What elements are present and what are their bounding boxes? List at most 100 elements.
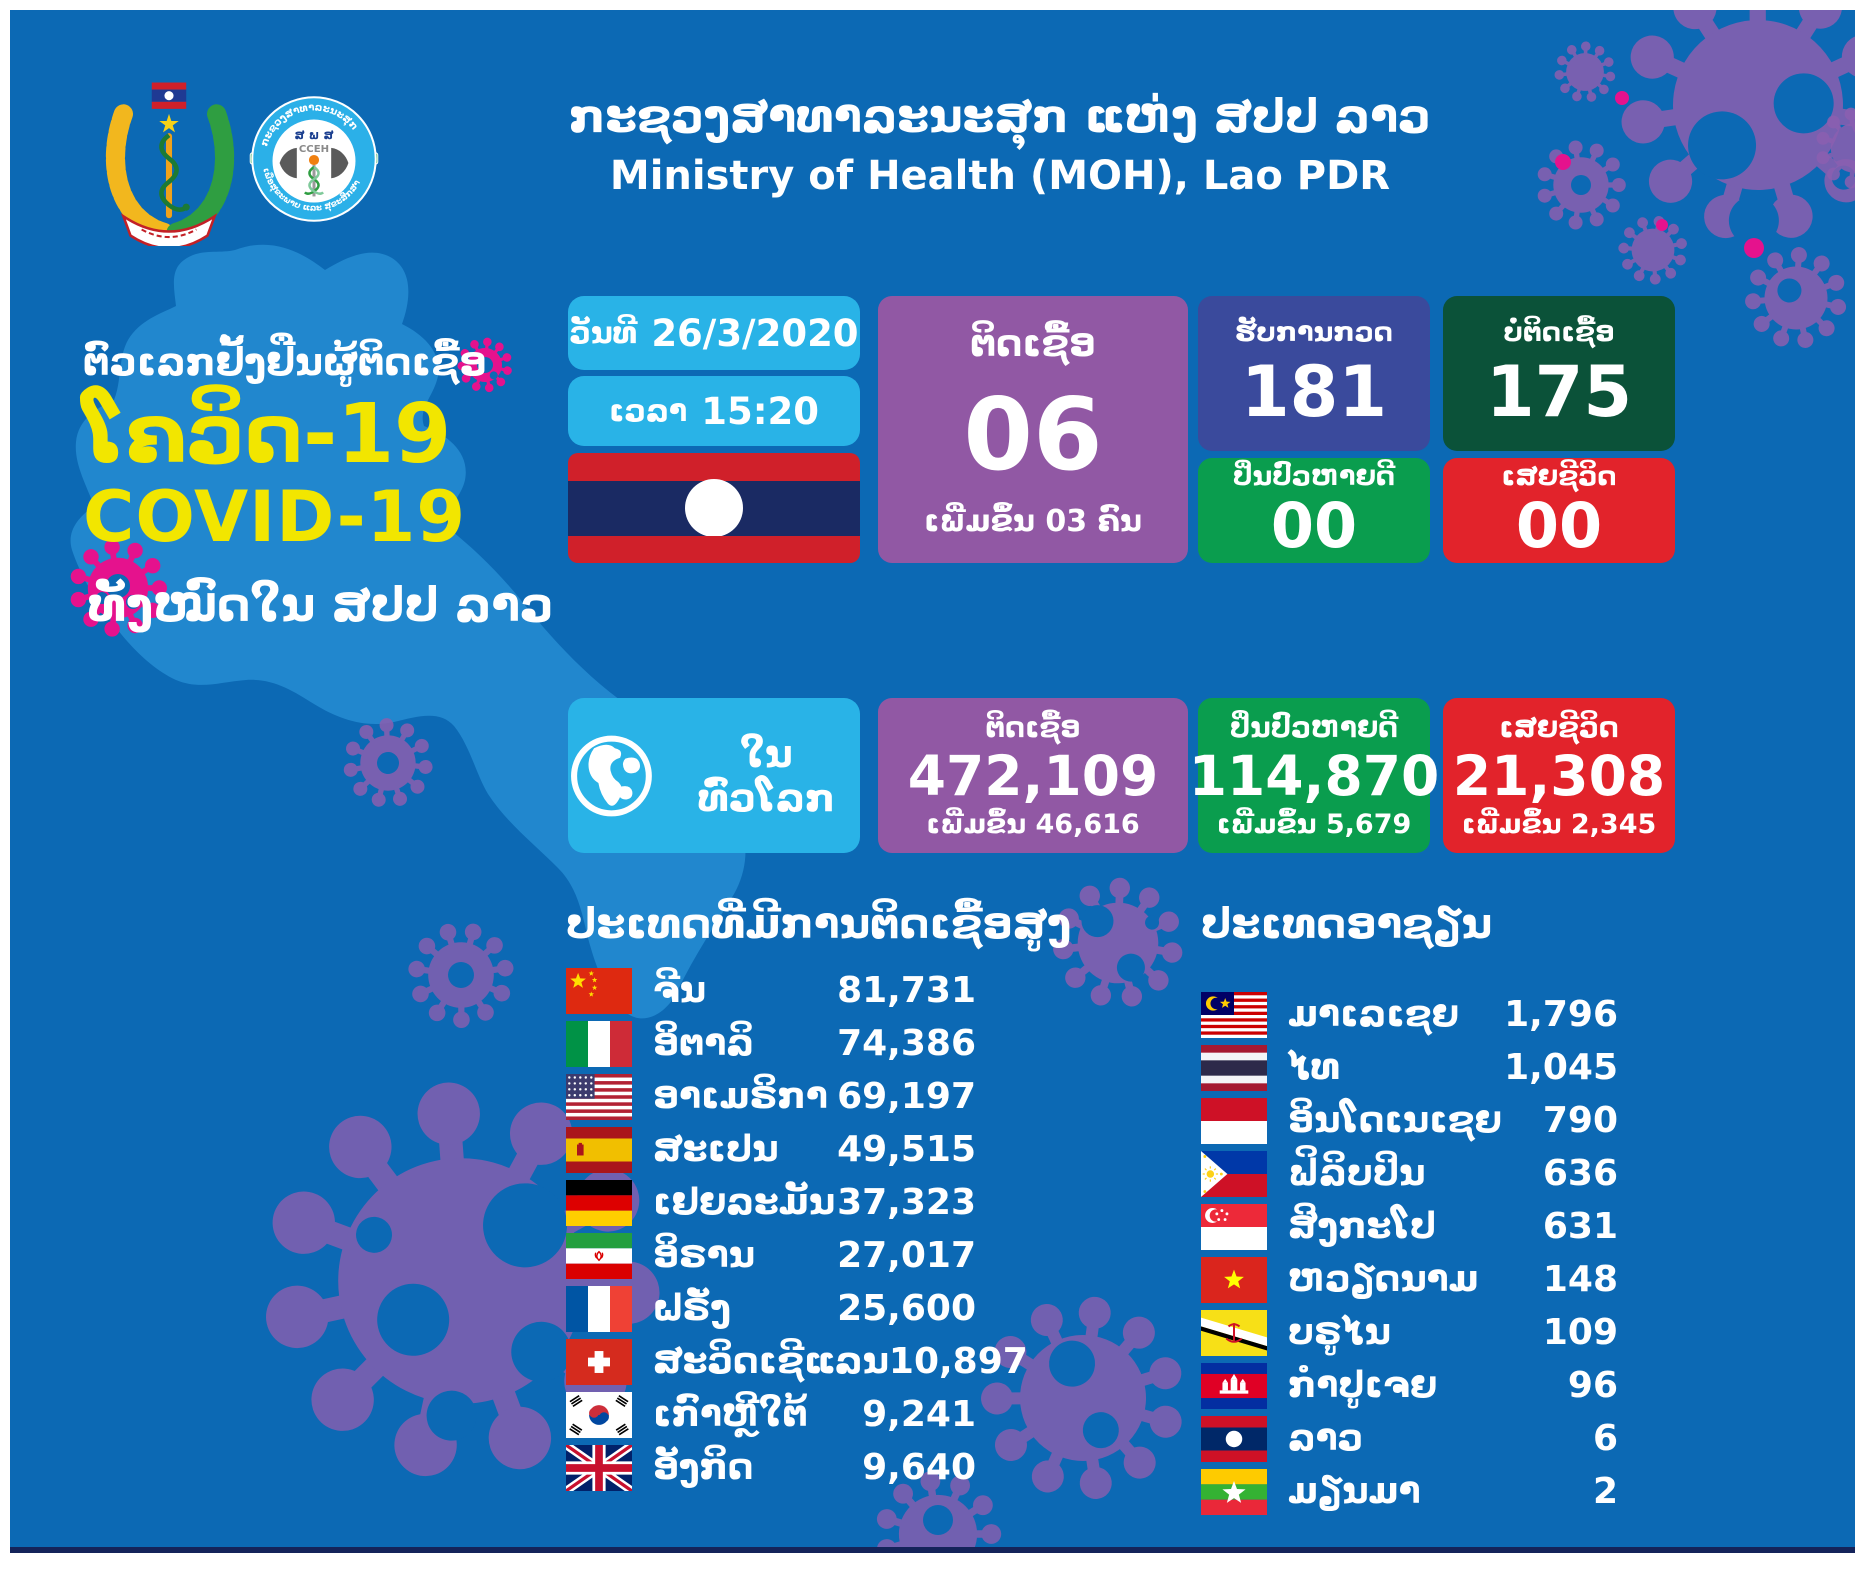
country-name: ໄທ	[1288, 1047, 1341, 1088]
deaths-box: ເສຍຊີວິດ 00	[1443, 458, 1675, 563]
country-row-vietnam: ຫວຽດນາມ 148	[1201, 1253, 1618, 1306]
time-value: 15:20	[701, 389, 819, 433]
country-cases: 37,323	[837, 1182, 976, 1223]
country-row-philippines: ຟິລິບປິນ 636	[1201, 1147, 1618, 1200]
country-name: ຫວຽດນາມ	[1288, 1259, 1479, 1300]
page-title-en: Ministry of Health (MOH), Lao PDR	[609, 152, 1391, 199]
country-row-china: ຈີນ 81,731	[566, 964, 976, 1017]
brunei-flag-icon	[1201, 1309, 1267, 1356]
world-deaths-change: ເພີ່ມຂຶ້ນ 2,345	[1461, 808, 1657, 840]
laos-flag-icon	[568, 453, 860, 563]
country-row-spain: ສະເປນ 49,515	[566, 1123, 976, 1176]
world-deaths-label: ເສຍຊີວິດ	[1499, 711, 1619, 745]
high-infection-list-title: ປະເທດທີ່ມີການຕິດເຊື້ອສູງ	[566, 899, 1072, 948]
worldwide-label-box: ໃນທົ່ວໂລກ	[568, 698, 860, 853]
country-name: ມາເລເຊຍ	[1288, 994, 1460, 1035]
asean-rows: ມາເລເຊຍ 1,796 ໄທ 1,045 ອິນໂດເນເຊຍ 790 ຟິ…	[1201, 988, 1618, 1518]
header-titles: ກະຊວງສາທາລະນະສຸກ ແຫ່ງ ສປປ ລາວ Ministry o…	[480, 88, 1520, 200]
worldwide-label: ໃນທົ່ວໂລກ	[697, 731, 835, 820]
country-name: ສະວິດເຊີແລນ	[653, 1341, 889, 1382]
high-infection-rows: ຈີນ 81,731 ອິຕາລິ 74,386 ອາເມຣິກາ 69,197…	[566, 964, 1028, 1494]
intro-line2: ທັງໝົດໃນ ສປປ ລາວ	[88, 578, 554, 633]
world-deaths-value: 21,308	[1452, 744, 1666, 809]
tested-label: ຮັບການກວດ	[1235, 316, 1393, 348]
country-name: ອາເມຣິກາ	[653, 1076, 828, 1117]
myanmar-flag-icon	[1201, 1468, 1267, 1515]
country-cases: 81,731	[837, 970, 976, 1011]
country-name: ອິນໂດເນເຊຍ	[1288, 1100, 1502, 1141]
virus-icon	[1537, 140, 1626, 230]
country-row-indonesia: ອິນໂດເນເຊຍ 790	[1201, 1094, 1618, 1147]
country-cases: 9,640	[862, 1447, 976, 1488]
country-name: ສິງກະໂປ	[1288, 1206, 1437, 1247]
world-infected-value: 472,109	[907, 744, 1159, 809]
laos-flag-icon	[1201, 1415, 1267, 1462]
uk-flag-icon	[566, 1444, 632, 1491]
usa-flag-icon	[566, 1073, 632, 1120]
south-korea-flag-icon	[566, 1391, 632, 1438]
country-row-uk: ອັງກິດ 9,640	[566, 1441, 976, 1494]
asean-list-title: ປະເທດອາຊຽນ	[1201, 899, 1493, 948]
virus-icon	[1816, 107, 1855, 189]
country-cases: 49,515	[837, 1129, 976, 1170]
country-name: ບຣູໄນ	[1288, 1312, 1391, 1353]
indonesia-flag-icon	[1201, 1097, 1267, 1144]
virus-icon	[1618, 216, 1687, 285]
country-row-myanmar: ມຽນມາ 2	[1201, 1465, 1618, 1518]
infected-label: ຕິດເຊື້ອ	[970, 322, 1096, 365]
country-cases: 148	[1542, 1259, 1618, 1300]
country-name: ລາວ	[1288, 1418, 1364, 1459]
country-cases: 6	[1592, 1418, 1618, 1459]
country-cases: 2	[1592, 1471, 1618, 1512]
laos-infected-box: ຕິດເຊື້ອ 06 ເພີ່ມຂຶ້ນ 03 ຄົນ	[878, 296, 1188, 563]
deaths-label: ເສຍຊີວິດ	[1501, 460, 1617, 492]
world-recovered-change: ເພີ່ມຂຶ້ນ 5,679	[1216, 808, 1412, 840]
country-cases: 9,241	[862, 1394, 976, 1435]
dashboard-canvas: ກະຊວງສາທາລະນະສຸກ ເພື່ອສຸຂະພາບ ແລະ ສຸຂະສຶ…	[10, 10, 1855, 1553]
globe-icon	[571, 735, 652, 816]
country-row-usa: ອາເມຣິກາ 69,197	[566, 1070, 976, 1123]
recovered-box: ປິ່ນປົວຫາຍດີ 00	[1198, 458, 1430, 563]
virus-icon	[1621, 10, 1855, 246]
country-row-cambodia: ກຳປູເຈຍ 96	[1201, 1359, 1618, 1412]
country-name: ເກົາຫຼີໃຕ້	[653, 1394, 808, 1435]
covid-title-lao: ໂຄວິດ-19	[83, 387, 452, 482]
country-row-iran: ອິຣານ 27,017	[566, 1229, 976, 1282]
france-flag-icon	[566, 1285, 632, 1332]
world-infected-label: ຕິດເຊື້ອ	[985, 711, 1081, 745]
high-infection-countries-list: ປະເທດທີ່ມີການຕິດເຊື້ອສູງ ຈີນ 81,731 ອິຕາ…	[566, 899, 1072, 1494]
tested-value: 181	[1240, 350, 1388, 433]
spain-flag-icon	[566, 1126, 632, 1173]
switzerland-flag-icon	[566, 1338, 632, 1385]
country-row-singapore: ສິງກະໂປ 631	[1201, 1200, 1618, 1253]
world-infected-box: ຕິດເຊື້ອ 472,109 ເພີ່ມຂຶ້ນ 46,616	[878, 698, 1188, 853]
country-cases: 109	[1542, 1312, 1618, 1353]
virus-icon	[1745, 247, 1847, 348]
world-recovered-value: 114,870	[1188, 744, 1440, 809]
singapore-flag-icon	[1201, 1203, 1267, 1250]
country-cases: 96	[1567, 1365, 1618, 1406]
date-label: ວັນທີ	[569, 315, 638, 351]
country-row-malaysia: ມາເລເຊຍ 1,796	[1201, 988, 1618, 1041]
recovered-label: ປິ່ນປົວຫາຍດີ	[1232, 460, 1396, 492]
country-name: ອິຣານ	[653, 1235, 756, 1276]
country-row-laos: ລາວ 6	[1201, 1412, 1618, 1465]
moh-emblem-logo	[93, 68, 245, 250]
asean-countries-list: ປະເທດອາຊຽນ ມາເລເຊຍ 1,796 ໄທ 1,045 ອິນໂດເ…	[1201, 899, 1618, 1518]
italy-flag-icon	[566, 1020, 632, 1067]
china-flag-icon	[566, 967, 632, 1014]
country-row-italy: ອິຕາລິ 74,386	[566, 1017, 976, 1070]
country-name: ເຢຍລະມັນ	[653, 1182, 836, 1223]
country-name: ສະເປນ	[653, 1129, 779, 1170]
country-cases: 25,600	[837, 1288, 976, 1329]
country-row-france: ຝຣັ່ງ 25,600	[566, 1282, 976, 1335]
moh-emblem-graphic	[105, 82, 235, 250]
country-row-south-korea: ເກົາຫຼີໃຕ້ 9,241	[566, 1388, 976, 1441]
negative-box: ບໍ່ຕິດເຊື້ອ 175	[1443, 296, 1675, 451]
country-cases: 27,017	[837, 1235, 976, 1276]
country-name: ອິຕາລິ	[653, 1023, 755, 1064]
world-deaths-box: ເສຍຊີວິດ 21,308 ເພີ່ມຂຶ້ນ 2,345	[1443, 698, 1675, 853]
vietnam-flag-icon	[1201, 1256, 1267, 1303]
world-recovered-box: ປິ່ນປົວຫາຍດີ 114,870 ເພີ່ມຂຶ້ນ 5,679	[1189, 698, 1439, 853]
